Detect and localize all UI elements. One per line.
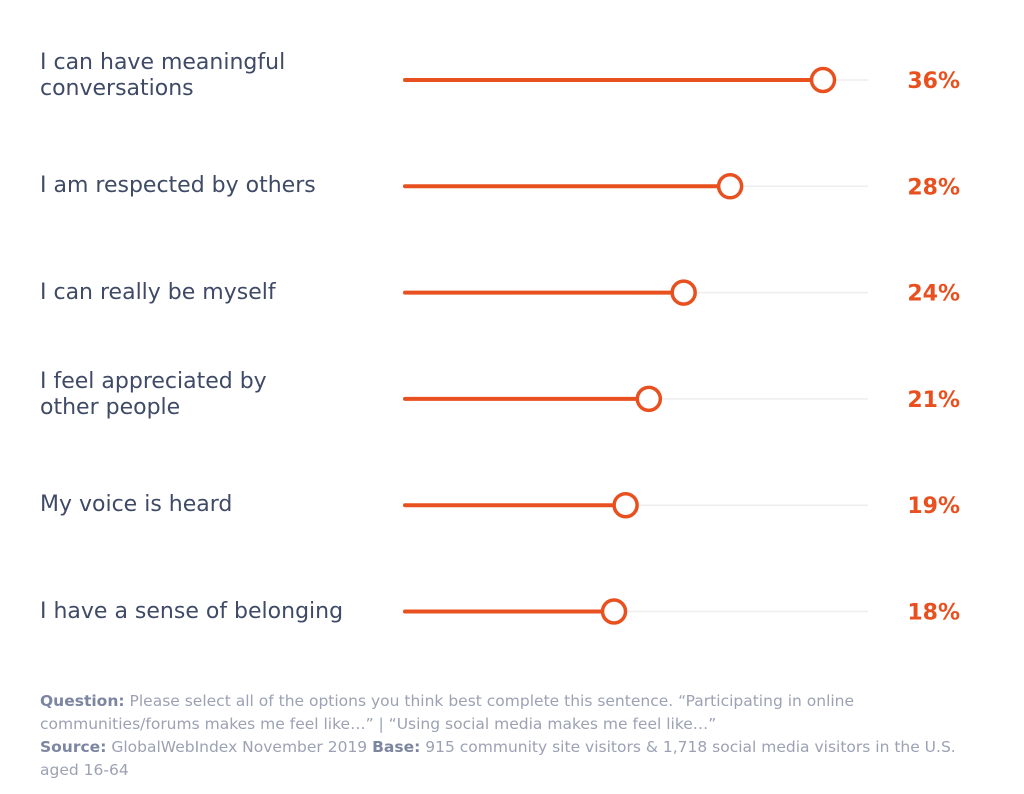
value-point <box>670 279 697 306</box>
base-text: 915 community site visitors & 1,718 soci… <box>40 738 956 779</box>
value-point <box>600 598 628 625</box>
value-label: 19% <box>907 494 960 519</box>
source-label: Source: <box>40 738 107 756</box>
value-label: 21% <box>907 388 960 413</box>
category-label: My voice is heard <box>40 492 233 518</box>
lollipop-chart: 36% 28% 24% 21% 19% 18% <box>403 66 960 626</box>
chart-row: 19% <box>403 491 960 519</box>
category-label: I feel appreciated by other people <box>40 368 267 420</box>
question-label: Question: <box>40 692 125 710</box>
chart-row: 36% <box>403 66 960 94</box>
category-label: I can really be myself <box>40 279 276 305</box>
value-point <box>612 491 639 519</box>
chart-row: 21% <box>403 385 960 413</box>
category-label: I am respected by others <box>40 173 316 199</box>
base-label: Base: <box>372 738 421 756</box>
category-label: I can have meaningful conversations <box>40 50 286 101</box>
chart-footnote: Question: Please select all of the optio… <box>40 690 980 782</box>
value-point <box>635 385 663 413</box>
chart-row: 28% <box>403 173 960 200</box>
value-point <box>716 173 744 200</box>
value-label: 28% <box>907 175 960 200</box>
value-label: 18% <box>907 601 960 626</box>
value-label: 36% <box>907 69 960 94</box>
source-text: GlobalWebIndex November 2019 <box>111 738 368 756</box>
value-point <box>809 66 837 94</box>
value-label: 24% <box>907 282 960 307</box>
question-text: Please select all of the options you thi… <box>40 692 855 733</box>
chart-row: 18% <box>403 598 960 626</box>
category-label: I have a sense of belonging <box>40 598 344 624</box>
chart-row: 24% <box>403 279 960 307</box>
